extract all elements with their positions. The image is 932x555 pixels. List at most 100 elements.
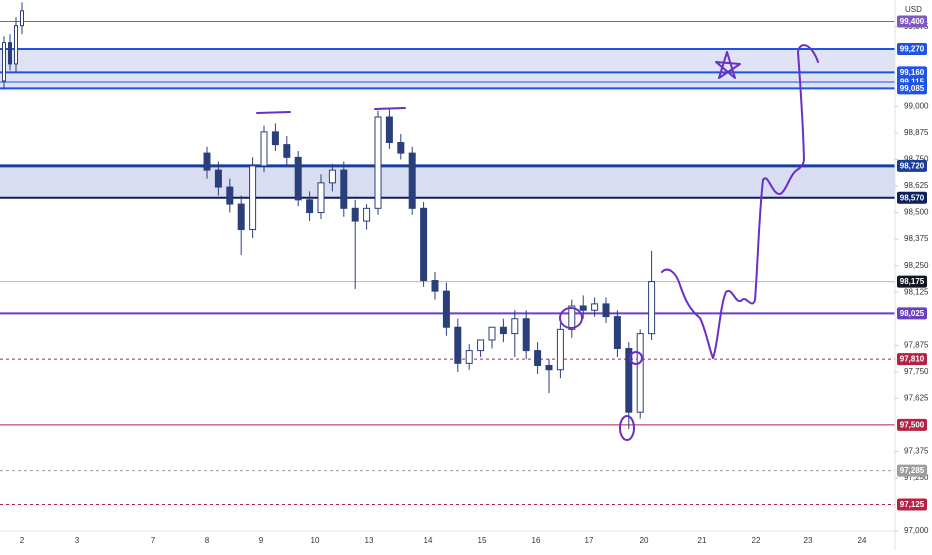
y-tick-label: 98,625 <box>904 181 929 190</box>
candle-body <box>408 152 416 209</box>
x-tick-label: 24 <box>858 536 867 545</box>
axes: 97,000 97,250 97,375 97,625 97,750 97,875 98,1… <box>20 15 929 545</box>
level-label-box <box>897 66 927 79</box>
level-label-box <box>897 43 927 56</box>
y-tick-label: 97,000 <box>904 526 929 535</box>
x-tick-label: 15 <box>478 536 487 545</box>
candle-body <box>636 333 644 413</box>
candle-body <box>306 199 314 214</box>
candle-body <box>214 169 222 188</box>
x-tick-label: 7 <box>151 536 156 545</box>
candle-body <box>283 144 291 158</box>
y-tick-label: 98,250 <box>904 261 929 270</box>
currency-label: USD <box>905 5 922 14</box>
level-label-box <box>897 464 927 477</box>
y-tick-label: 98,875 <box>904 128 929 137</box>
candle-body <box>545 364 553 371</box>
x-tick-label: 22 <box>752 536 761 545</box>
candle-body <box>14 25 18 65</box>
candle-body <box>2 42 6 82</box>
x-tick-label: 17 <box>585 536 594 545</box>
level-label: 98,570 <box>900 193 925 202</box>
level-label-box <box>897 275 927 288</box>
star-mark <box>715 51 741 79</box>
x-tick-label: 10 <box>311 536 320 545</box>
y-tick-label: 98,750 <box>904 155 929 164</box>
candle-body <box>260 131 268 167</box>
candle-body <box>602 303 610 318</box>
candle-body <box>465 350 473 364</box>
x-tick-label: 8 <box>205 536 210 545</box>
level-label-box <box>897 82 927 95</box>
candle-body <box>397 141 405 154</box>
circle-mark <box>559 307 583 329</box>
candle-body <box>442 290 450 328</box>
level-label-box <box>897 498 927 511</box>
candle-body <box>249 165 257 231</box>
candle-body <box>385 116 393 143</box>
peak-marks <box>256 107 406 114</box>
level-label: 99,160 <box>900 68 925 77</box>
level-label: 99,270 <box>900 45 925 54</box>
level-label: 97,810 <box>900 355 925 364</box>
candle-body <box>454 326 462 364</box>
candle-body <box>374 116 382 209</box>
candle-body <box>420 207 428 282</box>
circle-mark <box>619 415 635 441</box>
candle-body <box>203 152 211 171</box>
y-tick-label: 98,375 <box>904 234 929 243</box>
candle-body <box>534 350 542 366</box>
candle-body <box>511 318 519 335</box>
candle-body <box>499 326 507 335</box>
x-tick-label: 16 <box>532 536 541 545</box>
candle-body <box>431 280 439 292</box>
candle-body <box>648 281 656 335</box>
candle-body <box>477 339 485 352</box>
level-label-box <box>897 307 927 320</box>
candle-body <box>20 10 24 27</box>
projection-path <box>661 44 819 359</box>
level-label: 97,125 <box>900 500 925 509</box>
circle-mark <box>629 351 643 365</box>
x-tick-label: 23 <box>804 536 813 545</box>
candles <box>2 2 656 430</box>
candle-body <box>271 131 279 146</box>
level-label: 97,500 <box>900 421 925 430</box>
candle-body <box>591 303 599 311</box>
zone <box>0 165 895 198</box>
y-tick-label: 99,000 <box>904 101 929 110</box>
y-tick-label: 97,625 <box>904 393 929 402</box>
level-label: 98,025 <box>900 309 925 318</box>
x-tick-label: 14 <box>424 536 433 545</box>
x-tick-label: 20 <box>640 536 649 545</box>
level-label: 98,720 <box>900 161 925 170</box>
candle-body <box>237 203 245 231</box>
y-tick-label: 98,500 <box>904 208 929 217</box>
y-tick-label: 97,875 <box>904 340 929 349</box>
y-tick-label: 97,250 <box>904 473 929 482</box>
level-label-box <box>897 15 927 28</box>
candle-body <box>522 318 530 352</box>
level-label: 99,115 <box>900 78 925 87</box>
level-label: 97,285 <box>900 466 925 475</box>
candle-body <box>8 42 12 65</box>
level-label: 99,400 <box>900 17 925 26</box>
level-label: 99,085 <box>900 84 925 93</box>
candle-body <box>613 316 621 349</box>
x-tick-label: 9 <box>259 536 264 545</box>
level-label-box <box>897 159 927 172</box>
level-label: 98,175 <box>900 277 925 286</box>
level-label-box <box>897 353 927 366</box>
candle-body <box>625 347 633 413</box>
x-tick-label: 2 <box>20 536 25 545</box>
y-tick-label: 98,125 <box>904 287 929 296</box>
drawings <box>256 44 819 441</box>
x-tick-label: 3 <box>75 536 80 545</box>
y-tick-label: 97,750 <box>904 367 929 376</box>
levels <box>0 20 895 506</box>
candle-body <box>568 305 576 330</box>
candle-body <box>363 207 371 222</box>
candle-body <box>328 169 336 184</box>
candle-body <box>488 326 496 341</box>
